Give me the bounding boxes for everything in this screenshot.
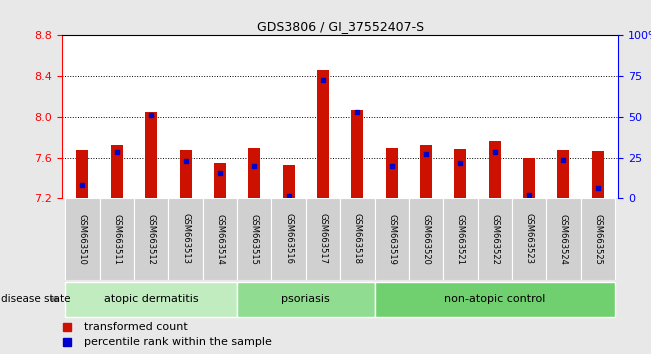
Bar xyxy=(180,150,191,198)
Text: GSM663524: GSM663524 xyxy=(559,213,568,264)
Text: disease state: disease state xyxy=(1,294,71,304)
Text: GSM663517: GSM663517 xyxy=(318,213,327,264)
Bar xyxy=(409,198,443,280)
Bar xyxy=(523,158,535,198)
Bar xyxy=(145,112,157,198)
Text: transformed count: transformed count xyxy=(84,321,188,332)
Bar xyxy=(306,198,340,280)
Bar xyxy=(237,198,271,280)
Bar xyxy=(237,282,374,316)
Bar xyxy=(65,198,100,280)
Text: psoriasis: psoriasis xyxy=(281,294,330,304)
Text: GSM663518: GSM663518 xyxy=(353,213,362,264)
Bar xyxy=(76,150,89,198)
Bar xyxy=(271,198,306,280)
Text: GSM663519: GSM663519 xyxy=(387,213,396,264)
Bar xyxy=(134,198,169,280)
Bar xyxy=(385,148,398,198)
Bar xyxy=(557,150,570,198)
Text: GSM663514: GSM663514 xyxy=(215,213,225,264)
Bar xyxy=(283,165,295,198)
Text: non-atopic control: non-atopic control xyxy=(444,294,546,304)
Text: GSM663515: GSM663515 xyxy=(250,213,258,264)
Text: GSM663510: GSM663510 xyxy=(78,213,87,264)
Text: GSM663511: GSM663511 xyxy=(113,213,121,264)
Text: GSM663522: GSM663522 xyxy=(490,213,499,264)
Bar xyxy=(65,282,237,316)
Text: percentile rank within the sample: percentile rank within the sample xyxy=(84,337,272,348)
Bar xyxy=(100,198,134,280)
Text: atopic dermatitis: atopic dermatitis xyxy=(104,294,199,304)
Text: GSM663523: GSM663523 xyxy=(525,213,534,264)
Bar xyxy=(546,198,581,280)
Bar xyxy=(489,141,501,198)
Bar xyxy=(317,70,329,198)
Bar xyxy=(248,148,260,198)
Bar xyxy=(592,152,604,198)
Text: GSM663521: GSM663521 xyxy=(456,213,465,264)
Bar xyxy=(454,149,466,198)
Bar xyxy=(340,198,374,280)
Bar xyxy=(374,198,409,280)
Text: GSM663516: GSM663516 xyxy=(284,213,293,264)
Bar xyxy=(420,145,432,198)
Bar xyxy=(443,198,478,280)
Text: GSM663520: GSM663520 xyxy=(422,213,430,264)
Text: GSM663525: GSM663525 xyxy=(593,213,602,264)
Bar xyxy=(512,198,546,280)
Title: GDS3806 / GI_37552407-S: GDS3806 / GI_37552407-S xyxy=(256,20,424,33)
Bar xyxy=(202,198,237,280)
Bar xyxy=(214,162,226,198)
Bar xyxy=(478,198,512,280)
Text: GSM663513: GSM663513 xyxy=(181,213,190,264)
Bar xyxy=(374,282,615,316)
Bar xyxy=(111,145,123,198)
Bar xyxy=(169,198,202,280)
Text: GSM663512: GSM663512 xyxy=(146,213,156,264)
Bar xyxy=(581,198,615,280)
Bar xyxy=(352,110,363,198)
